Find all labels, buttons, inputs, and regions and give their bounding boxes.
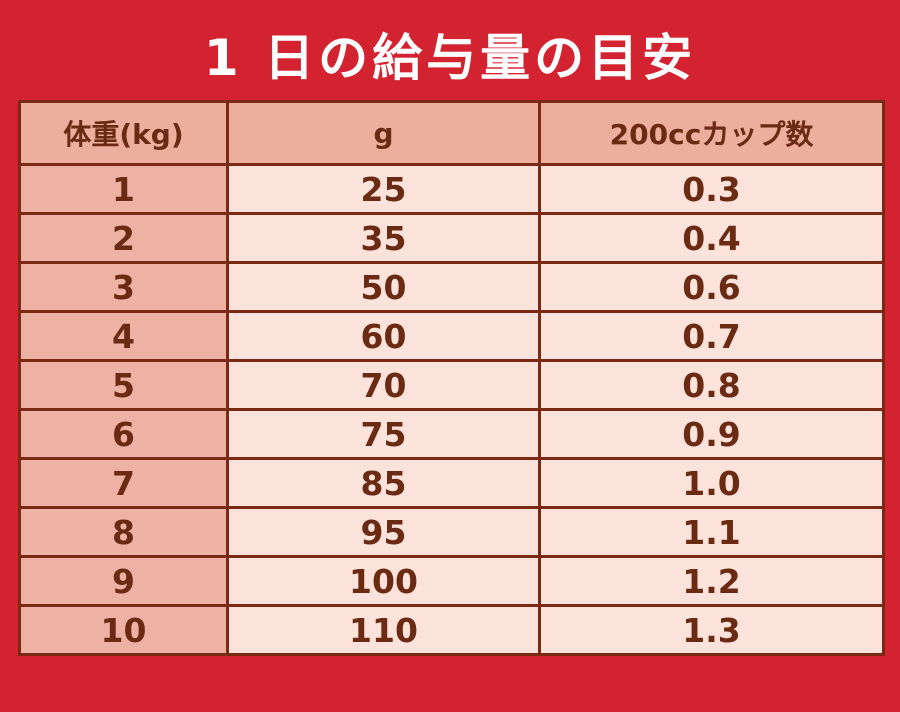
grams-cell: 50 xyxy=(226,261,541,313)
weight-cell: 4 xyxy=(18,310,229,362)
weight-cell: 5 xyxy=(18,359,229,411)
weight-cell: 6 xyxy=(18,408,229,460)
table-row: 2 35 0.4 xyxy=(18,212,885,264)
cups-cell: 1.0 xyxy=(538,457,885,509)
grams-cell: 110 xyxy=(226,604,541,656)
cups-cell: 0.9 xyxy=(538,408,885,460)
grams-cell: 70 xyxy=(226,359,541,411)
grams-cell: 25 xyxy=(226,163,541,215)
cups-cell: 0.4 xyxy=(538,212,885,264)
table-row: 3 50 0.6 xyxy=(18,261,885,313)
header-grams: g xyxy=(226,100,541,166)
cups-cell: 1.3 xyxy=(538,604,885,656)
grams-cell: 60 xyxy=(226,310,541,362)
cups-cell: 0.3 xyxy=(538,163,885,215)
grams-cell: 100 xyxy=(226,555,541,607)
header-weight: 体重(kg) xyxy=(18,100,229,166)
grams-cell: 95 xyxy=(226,506,541,558)
cups-cell: 0.7 xyxy=(538,310,885,362)
grams-cell: 85 xyxy=(226,457,541,509)
table-row: 7 85 1.0 xyxy=(18,457,885,509)
weight-cell: 2 xyxy=(18,212,229,264)
table-row: 10 110 1.3 xyxy=(18,604,885,656)
weight-cell: 7 xyxy=(18,457,229,509)
page-title: 1 日の給与量の目安 xyxy=(203,29,697,87)
weight-cell: 8 xyxy=(18,506,229,558)
table-row: 4 60 0.7 xyxy=(18,310,885,362)
table-header-row: 体重(kg) g 200ccカップ数 xyxy=(18,100,885,166)
grams-cell: 35 xyxy=(226,212,541,264)
table-row: 6 75 0.9 xyxy=(18,408,885,460)
weight-cell: 10 xyxy=(18,604,229,656)
table-row: 1 25 0.3 xyxy=(18,163,885,215)
cups-cell: 1.2 xyxy=(538,555,885,607)
cups-cell: 0.6 xyxy=(538,261,885,313)
weight-cell: 3 xyxy=(18,261,229,313)
table-row: 5 70 0.8 xyxy=(18,359,885,411)
table-row: 8 95 1.1 xyxy=(18,506,885,558)
table-row: 9 100 1.2 xyxy=(18,555,885,607)
weight-cell: 9 xyxy=(18,555,229,607)
header-cups: 200ccカップ数 xyxy=(538,100,885,166)
cups-cell: 1.1 xyxy=(538,506,885,558)
weight-cell: 1 xyxy=(18,163,229,215)
cups-cell: 0.8 xyxy=(538,359,885,411)
feeding-amount-table: 体重(kg) g 200ccカップ数 1 25 0.3 2 35 0.4 3 5… xyxy=(18,100,885,656)
grams-cell: 75 xyxy=(226,408,541,460)
